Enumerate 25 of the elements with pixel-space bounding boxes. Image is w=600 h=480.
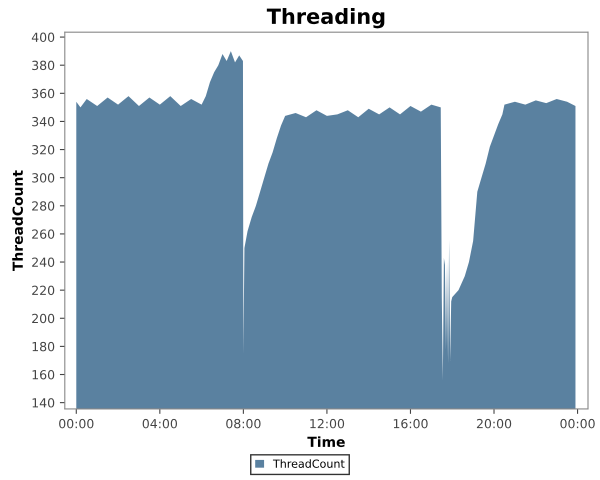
y-tick-label: 400 [32, 32, 54, 42]
x-tick-label: 04:00 [142, 418, 178, 428]
y-axis-title: ThreadCount [12, 170, 23, 272]
y-tick-label: 240 [32, 258, 54, 267]
chart-title: Threading [266, 8, 384, 28]
x-axis-title: Time [307, 436, 345, 448]
x-tick-label: 08:00 [226, 418, 261, 428]
x-tick-label: 00:00 [59, 418, 94, 428]
y-tick-label: 200 [32, 314, 54, 324]
legend-label: ThreadCount [272, 459, 345, 468]
y-tick-label: 160 [32, 370, 54, 380]
y-tick-label: 320 [32, 145, 54, 154]
y-tick-label: 140 [32, 398, 54, 408]
x-tick-label: 16:00 [394, 418, 428, 428]
y-tick-label: 180 [32, 342, 54, 352]
y-tick-label: 340 [32, 116, 54, 126]
y-tick-label: 300 [32, 173, 54, 183]
y-tick-label: 380 [32, 60, 54, 70]
y-tick-label: 360 [32, 88, 54, 98]
x-tick-label: 12:00 [310, 418, 344, 428]
x-tick-label: 00:00 [560, 418, 595, 428]
y-tick-label: 280 [32, 201, 54, 211]
y-tick-label: 220 [32, 286, 54, 296]
x-tick-label: 20:00 [476, 418, 512, 428]
y-tick-label: 260 [32, 229, 54, 239]
